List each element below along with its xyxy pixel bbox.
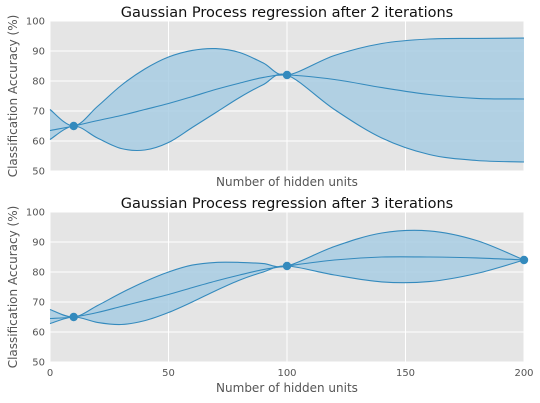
- y-tick-label: 90: [32, 47, 45, 58]
- panel-1-title: Gaussian Process regression after 2 iter…: [121, 5, 453, 21]
- panel-2-title: Gaussian Process regression after 3 iter…: [121, 196, 453, 212]
- upper-bound-line: [49, 37, 525, 127]
- y-tick-label: 100: [26, 17, 45, 28]
- upper-bound-line: [49, 229, 525, 318]
- y-tick-label: 100: [26, 208, 45, 219]
- panel-1-confidence-band: [50, 38, 524, 162]
- lower-bound-line: [49, 259, 525, 326]
- panel-2-lines: [49, 229, 525, 326]
- y-tick-label: 70: [32, 298, 45, 309]
- panel-1-tick-labels: 50 60 70 80 90 100: [26, 17, 45, 178]
- confidence-band: [50, 38, 524, 162]
- x-tick-label: 200: [514, 368, 533, 379]
- mean-line: [49, 256, 525, 320]
- x-tick-label: 100: [277, 368, 296, 379]
- observation-point: [282, 261, 292, 271]
- observation-point: [69, 121, 78, 131]
- y-tick-label: 70: [32, 107, 45, 118]
- panel-1-observations: [69, 70, 292, 131]
- panel-1-xlabel: Number of hidden units: [216, 175, 358, 189]
- mean-line: [49, 74, 525, 132]
- observation-point: [519, 255, 529, 265]
- confidence-band: [50, 230, 524, 325]
- y-tick-label: 80: [32, 268, 45, 279]
- x-tick-label: 0: [47, 368, 53, 379]
- x-tick-label: 50: [162, 368, 175, 379]
- y-tick-label: 90: [32, 238, 45, 249]
- y-tick-label: 60: [32, 328, 45, 339]
- panel-2-confidence-band: [50, 230, 524, 325]
- observation-point: [69, 312, 78, 322]
- panel-2: Gaussian Process regression after 3 iter…: [6, 196, 534, 395]
- y-tick-label: 50: [32, 167, 45, 178]
- panel-1-lines: [49, 37, 525, 163]
- panel-1: Gaussian Process regression after 2 iter…: [6, 5, 525, 189]
- observation-point: [282, 70, 292, 80]
- y-tick-label: 60: [32, 137, 45, 148]
- panel-1-ylabel: Classification Accuracy (%): [6, 15, 20, 178]
- y-tick-label: 50: [32, 358, 45, 369]
- panel-2-ylabel: Classification Accuracy (%): [6, 206, 20, 369]
- panel-2-observations: [69, 255, 529, 322]
- panel-2-xlabel: Number of hidden units: [216, 381, 358, 395]
- x-tick-label: 150: [396, 368, 415, 379]
- y-tick-label: 80: [32, 77, 45, 88]
- lower-bound-line: [49, 73, 525, 163]
